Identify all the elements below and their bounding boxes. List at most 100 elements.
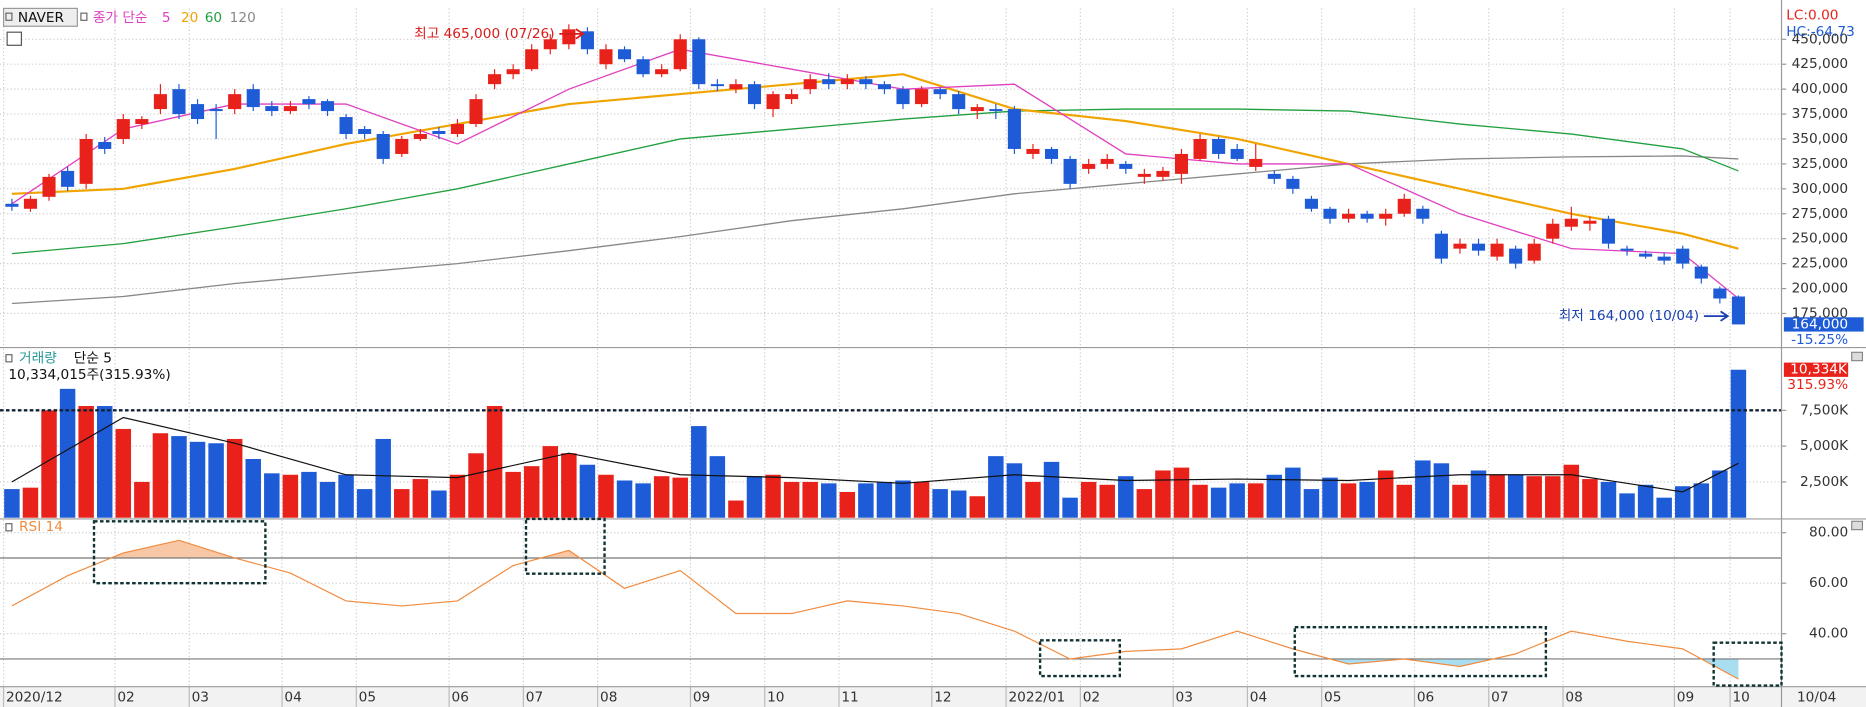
volume-bar [802,481,818,518]
y-tick-label: 425,000 [1792,56,1849,72]
x-tick-label: 06 [1417,689,1434,705]
candle-body [766,94,780,110]
panel-toggle[interactable] [1851,520,1864,531]
volume-bar [96,406,113,518]
volume-bar [1062,497,1078,518]
volume-bar [728,500,744,518]
candle-body [1212,138,1226,154]
y-tick-label: 200,000 [1792,281,1849,297]
volume-bar [1248,483,1264,518]
candle-body [1416,208,1430,219]
volume-bar [1155,470,1171,518]
volume-bar [616,480,633,518]
candle-body [413,134,427,139]
annotation-arrow [1703,310,1730,322]
volume-bar [1377,470,1394,518]
x-tick-label: 03 [1176,689,1193,705]
y-tick-label: 275,000 [1792,206,1849,222]
candle-body [1026,148,1040,154]
volume-bar [1674,486,1691,518]
candle-body [1119,163,1133,169]
y-tick-label: 450,000 [1792,31,1849,47]
legend-entry: 60 [205,10,222,26]
candle-body [209,109,223,112]
candle-body [1174,153,1189,174]
volume-bar [189,441,206,518]
checkbox[interactable] [5,354,13,363]
candle-body [1676,248,1690,264]
volume-bar [431,490,447,518]
candle-body [655,69,669,75]
volume-bar [1600,481,1617,518]
volume-summary: 10,334,015주(315.93%) [8,367,170,383]
volume-bar [1545,476,1561,518]
candle-body [302,99,316,105]
candle-body [153,94,167,110]
volume-bar [4,489,20,518]
symbol-box[interactable] [2,7,78,27]
candle-body [1360,213,1374,219]
volume-bar [1210,487,1227,518]
highlight-box [1293,626,1548,678]
volume-bar [913,481,930,518]
candle-body [877,84,891,90]
candle-body [562,29,576,45]
x-tick-label: 12 [934,689,951,705]
volume-bar [338,474,354,518]
x-tick-label: 10 [1732,689,1749,705]
volume-bar [523,466,540,518]
candle-body [525,49,539,70]
candle-body [23,198,38,209]
checkbox[interactable] [5,12,13,21]
x-tick-label: 02 [1083,689,1100,705]
x-tick-label: 06 [452,689,469,705]
x-tick-label: 09 [1677,689,1694,705]
volume-bar [1303,489,1320,518]
candle-body [989,109,1003,112]
x-tick-label: 05 [1324,689,1341,705]
volume-bar [282,474,299,518]
panel-toggle[interactable] [1851,351,1864,362]
volume-bar [1025,481,1041,518]
volume-bar [783,481,800,518]
volume-bar [1396,484,1412,518]
volume-bar [412,479,429,518]
volume-bar [1340,483,1357,518]
x-tick-label: 05 [359,689,376,705]
checkbox[interactable] [5,523,13,532]
volume-bar [152,433,169,518]
candle-body [1082,163,1096,169]
candle-body [1713,288,1727,299]
x-tick-label: 2020/12 [6,689,63,705]
volume-bar [41,410,57,518]
volume-bar [1470,470,1487,518]
volume-bar [375,438,391,518]
candle-body [747,84,762,105]
volume-bar [691,426,707,518]
candle-body [617,49,632,60]
checkbox[interactable] [80,12,88,21]
candle-body [1471,243,1486,251]
candle-body [580,31,594,50]
symbol: NAVER [18,10,65,26]
volume-bar [1192,484,1208,518]
x-tick-label: 04 [284,689,301,705]
volume-bar [672,477,688,518]
grid-icon[interactable] [6,31,23,46]
y-tick-label: 250,000 [1792,231,1849,247]
rsi-title: RSI 14 [19,519,63,535]
volume-title: 거래량 [19,350,57,366]
candle-body [265,106,279,112]
y-tick-label: 350,000 [1792,131,1849,147]
x-axis-band [0,686,1866,707]
candle-body [395,138,409,154]
candle-body [896,89,910,105]
x-tick-label: 03 [192,689,209,705]
candle-body [5,203,19,207]
candle-body [1657,256,1671,261]
candle-body [1527,243,1541,261]
candle-body [1620,248,1634,251]
y-tick-label: 325,000 [1792,156,1849,172]
x-tick-label: 07 [1491,689,1508,705]
